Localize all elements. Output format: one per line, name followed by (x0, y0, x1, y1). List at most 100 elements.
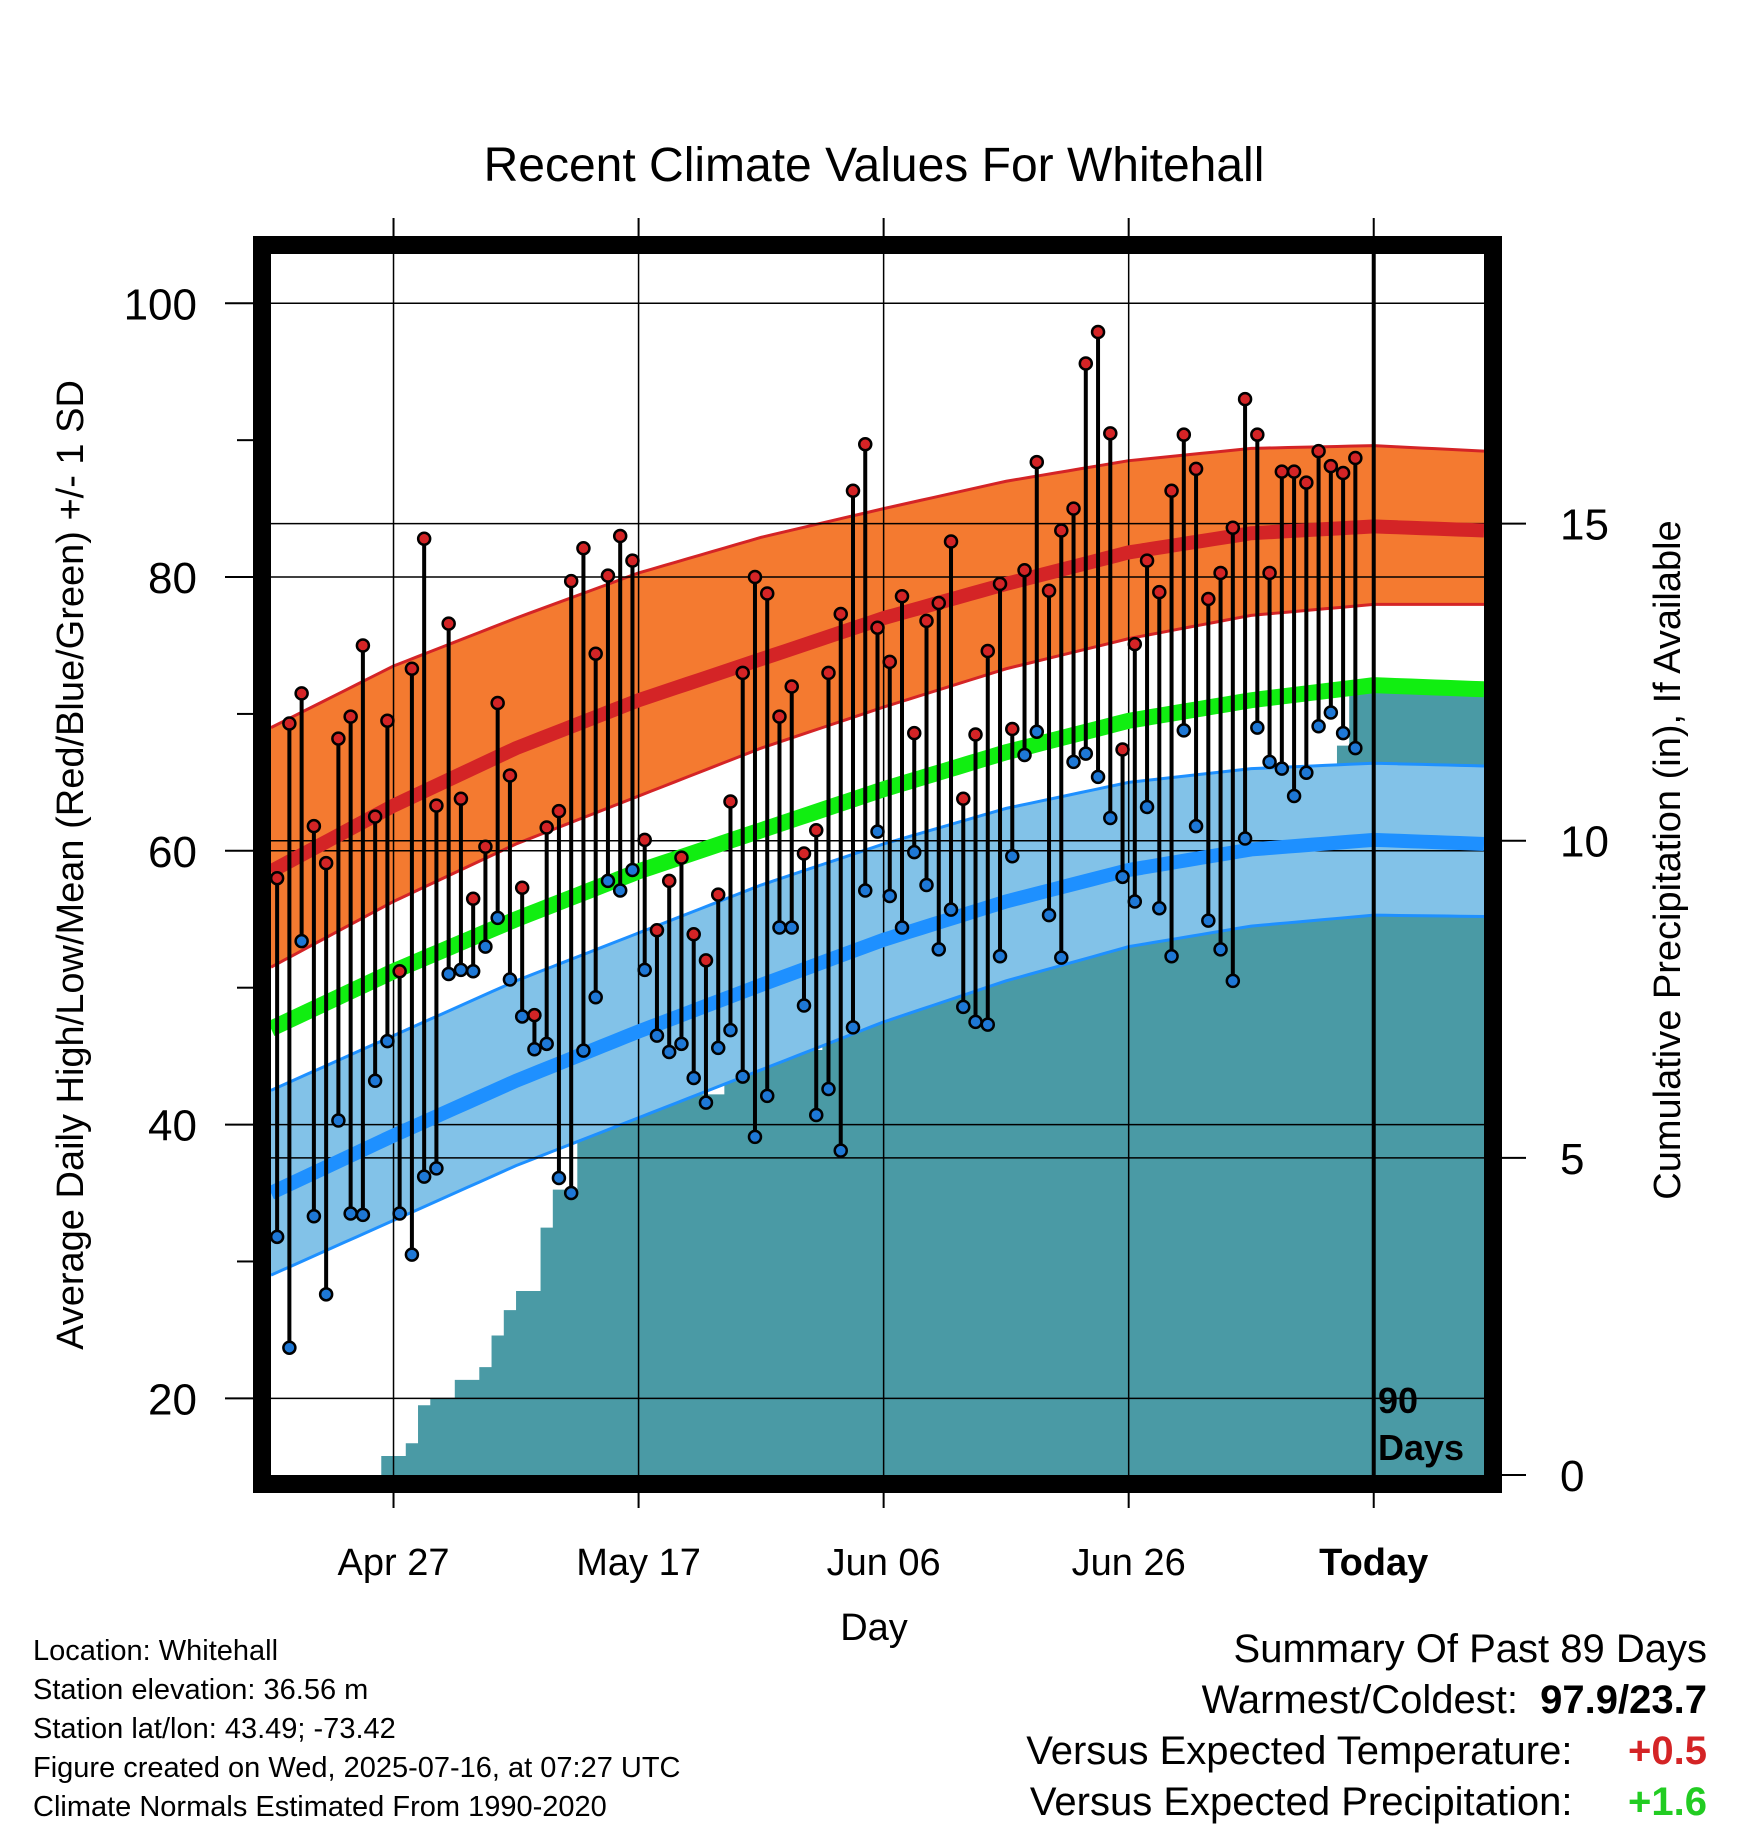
high-temp-point (1139, 553, 1155, 568)
high-temp-point (416, 531, 432, 546)
high-temp-point (478, 839, 493, 854)
high-temp-point (1188, 461, 1204, 477)
low-temp-point (907, 844, 922, 860)
low-temp-point (686, 1070, 701, 1086)
high-temp-point (931, 595, 947, 611)
created-text: Figure created on Wed, 2025-07-16, at 07… (33, 1752, 681, 1784)
high-temp-point (1250, 427, 1265, 442)
low-band-fill (271, 763, 1484, 1276)
low-temp-point (1139, 799, 1155, 815)
high-temp-point (1311, 443, 1326, 459)
high-temp-point (821, 665, 836, 681)
low-temp-point (710, 1040, 726, 1056)
low-temp-point (441, 966, 456, 982)
low-temp-point (637, 962, 652, 978)
low-temp-point (1225, 973, 1241, 989)
summary-heading: Summary Of Past 89 Days (1233, 1627, 1707, 1671)
low-normal-line (268, 832, 1485, 1200)
high-temp-point (490, 695, 505, 711)
low-temp-point (318, 1287, 334, 1302)
low-temp-point (857, 883, 873, 898)
daily-points (269, 324, 1363, 1355)
low-temp-point (539, 1036, 554, 1052)
low-temp-point (931, 942, 947, 957)
x-tick-label: Today (1319, 1542, 1428, 1584)
high-temp-point (380, 713, 395, 729)
high-temp-point (759, 586, 775, 601)
low-temp-point (514, 1009, 530, 1024)
x-tick-label: May 17 (576, 1542, 701, 1584)
y2-tick-label: 10 (1560, 818, 1609, 867)
low-temp-point (576, 1043, 591, 1058)
low-temp-point (735, 1069, 750, 1084)
y2-tick-labels: 0 5 10 15 (1560, 501, 1609, 1501)
high-temp-point (331, 731, 346, 746)
high-temp-point (710, 887, 726, 902)
low-temp-point (1127, 894, 1143, 909)
high-temp-point (1127, 636, 1143, 652)
x-tick-labels: Apr 27 May 17 Jun 06 Jun 26 Today (338, 1542, 1429, 1584)
high-temp-point (367, 809, 383, 824)
low-temp-point (1054, 950, 1069, 965)
low-temp-point (1262, 754, 1277, 770)
low-temp-point (355, 1207, 371, 1223)
low-temp-point (1299, 765, 1314, 781)
low-temp-point (306, 1209, 322, 1224)
low-temp-point (1311, 718, 1326, 734)
temp-label: Versus Expected Temperature: (1026, 1729, 1573, 1773)
low-temp-point (1078, 746, 1094, 761)
high-temp-point (968, 727, 983, 742)
y-tick-label: 40 (148, 1102, 197, 1151)
high-temp-point (1274, 464, 1290, 479)
plot-frame (253, 236, 1502, 1493)
high-temp-point (845, 483, 861, 499)
high-temp-point (772, 709, 787, 724)
low-temp-point (367, 1073, 383, 1089)
high-temp-point (404, 661, 420, 677)
x-tick-label: Apr 27 (338, 1542, 450, 1584)
high-temp-point (894, 588, 910, 604)
low-temp-point (1323, 705, 1339, 720)
y-tick-label: 20 (148, 1375, 197, 1424)
high-temp-point (1299, 475, 1314, 490)
low-temp-point (772, 920, 787, 935)
low-temp-point (453, 962, 469, 978)
high-temp-point (306, 818, 322, 834)
days-label-number: 90 (1378, 1380, 1418, 1421)
high-temp-point (1115, 742, 1130, 757)
low-temp-point (1152, 901, 1167, 916)
high-temp-point (600, 568, 616, 583)
low-temp-point (282, 1340, 297, 1355)
high-temp-point (588, 646, 603, 661)
low-temp-point (1213, 942, 1228, 957)
high-temp-point (723, 794, 738, 809)
warm-cold-value: 97.9/23.7 (1540, 1678, 1707, 1722)
x-axis-label: Day (840, 1607, 908, 1649)
low-temp-point (1274, 761, 1290, 776)
low-temp-point (1090, 769, 1106, 785)
low-temp-point (919, 877, 934, 893)
low-temp-point (600, 873, 616, 889)
latlon-text: Station lat/lon: 43.49; -73.42 (33, 1713, 396, 1745)
low-temp-point (1164, 948, 1179, 964)
x-tick-label: Jun 06 (827, 1542, 941, 1584)
y-tick-label: 60 (148, 828, 197, 877)
low-temp-point (1237, 831, 1253, 846)
low-temp-point (465, 964, 481, 979)
high-temp-point (1286, 464, 1302, 479)
high-temp-point (465, 891, 481, 906)
y2-tick-label: 0 (1560, 1452, 1584, 1501)
low-temp-point (392, 1206, 407, 1221)
high-temp-point (551, 803, 567, 819)
low-temp-point (490, 910, 505, 926)
high-temp-point (992, 576, 1008, 592)
high-temp-point (429, 798, 444, 813)
high-temp-point (318, 855, 334, 871)
high-temp-point (833, 606, 848, 622)
warm-cold-label: Warmest/Coldest: (1201, 1678, 1518, 1722)
elevation-text: Station elevation: 36.56 m (33, 1674, 369, 1706)
temp-value: +0.5 (1628, 1729, 1707, 1773)
low-temp-point (808, 1107, 824, 1123)
low-temp-point (698, 1095, 714, 1110)
